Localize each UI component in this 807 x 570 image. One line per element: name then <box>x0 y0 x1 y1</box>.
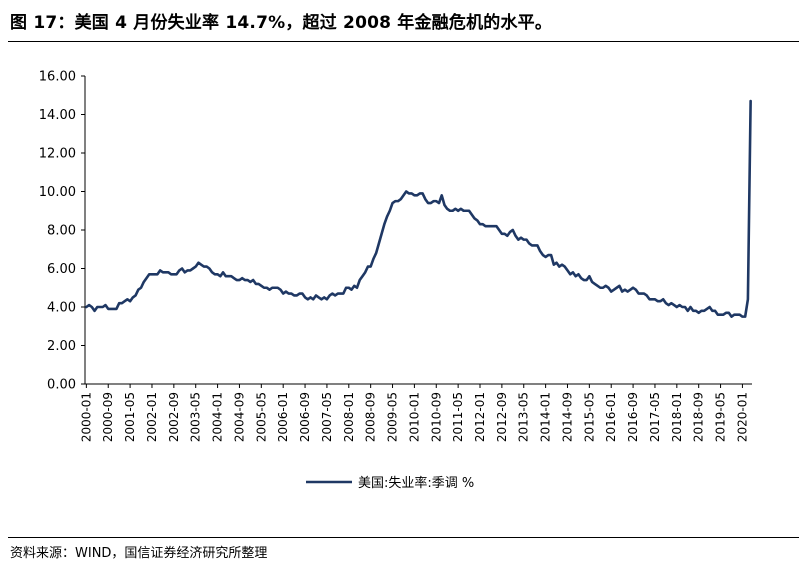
x-tick-label: 2005-05 <box>254 392 268 442</box>
y-tick-label: 14.00 <box>39 108 76 123</box>
x-tick-label: 2002-09 <box>167 392 181 442</box>
x-tick-label: 2009-05 <box>386 392 400 442</box>
x-tick-label: 2018-09 <box>692 392 706 442</box>
x-tick-label: 2002-01 <box>145 392 159 442</box>
x-tick-label: 2006-09 <box>298 392 312 442</box>
y-tick-label: 12.00 <box>39 147 76 162</box>
x-tick-label: 2008-01 <box>342 392 356 442</box>
y-axis: 0.00 2.00 4.00 6.00 8.00 10.00 12.00 14.00 16.00 <box>39 70 86 393</box>
x-tick-label: 2010-09 <box>429 392 443 442</box>
line-chart: 0.00 2.00 4.00 6.00 8.00 10.00 12.00 14.00 16.00… <box>39 70 752 491</box>
x-tick-label: 2000-01 <box>79 392 93 442</box>
x-tick-label: 2012-01 <box>473 392 487 442</box>
x-tick-label: 2016-09 <box>626 392 640 442</box>
legend: 美国:失业率:季调 % <box>306 475 474 491</box>
x-tick-label: 2001-05 <box>123 392 137 442</box>
x-tick-label: 2014-09 <box>560 392 574 442</box>
y-tick-label: 2.00 <box>47 339 76 354</box>
x-tick-label: 2014-01 <box>539 392 553 442</box>
x-tick-label: 2020-01 <box>735 392 749 442</box>
x-tick-label: 2006-01 <box>276 392 290 442</box>
x-axis: 2000-01 2000-09 2001-05 2002-01 2002-09 2003-… <box>79 383 752 442</box>
x-tick-label: 2004-09 <box>232 392 246 442</box>
x-tick-label: 2007-05 <box>320 392 334 442</box>
chart-title: 图 17：美国 4 月份失业率 14.7%，超过 2008 年金融危机的水平。 <box>10 13 553 33</box>
y-tick-label: 10.00 <box>39 185 76 200</box>
x-tick-label: 2010-01 <box>407 392 421 442</box>
y-tick-label: 16.00 <box>39 70 76 85</box>
plot-area <box>85 99 752 318</box>
x-tick-label: 2015-05 <box>582 392 596 442</box>
x-tick-label: 2004-01 <box>211 392 225 442</box>
y-tick-label: 4.00 <box>47 301 76 316</box>
x-tick-label: 2018-01 <box>670 392 684 442</box>
x-tick-label: 2013-05 <box>517 392 531 442</box>
series-line <box>85 99 752 318</box>
source-note: 资料来源：WIND，国信证券经济研究所整理 <box>10 546 268 561</box>
y-tick-label: 8.00 <box>47 224 76 239</box>
x-tick-label: 2017-05 <box>648 392 662 442</box>
y-tick-label: 6.00 <box>47 262 76 277</box>
x-tick-label: 2000-09 <box>101 392 115 442</box>
title-divider <box>8 41 799 42</box>
x-tick-label: 2019-05 <box>714 392 728 442</box>
y-tick-label: 0.00 <box>47 378 76 393</box>
x-tick-label: 2012-09 <box>495 392 509 442</box>
x-tick-label: 2016-01 <box>604 392 618 442</box>
footer-divider <box>8 537 799 538</box>
x-tick-label: 2003-05 <box>189 392 203 442</box>
x-tick-label: 2008-09 <box>364 392 378 442</box>
legend-label: 美国:失业率:季调 % <box>358 475 474 491</box>
x-tick-label: 2011-05 <box>451 392 465 442</box>
